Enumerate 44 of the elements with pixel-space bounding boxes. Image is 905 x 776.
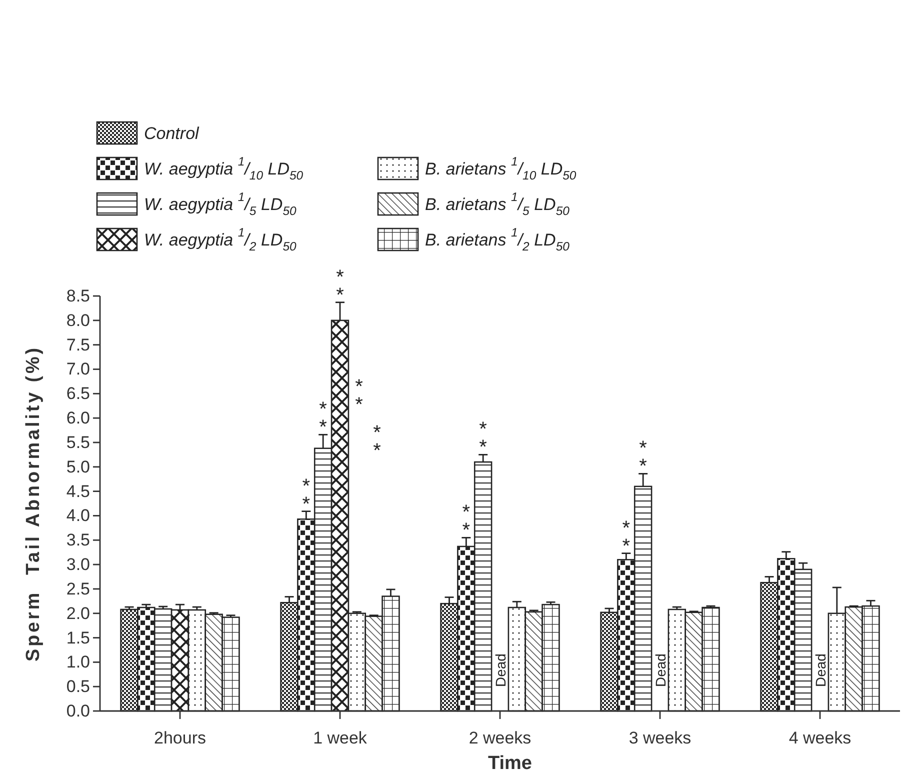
y-tick-label: 2.5 bbox=[66, 579, 90, 598]
y-tick-label: 3.0 bbox=[66, 555, 90, 574]
annotation: ** bbox=[355, 376, 364, 416]
data-label: ** bbox=[639, 438, 648, 478]
y-tick-label: 7.0 bbox=[66, 360, 90, 379]
data-label: ** bbox=[319, 398, 328, 439]
data-label: ** bbox=[302, 475, 310, 516]
data-label: ** bbox=[336, 266, 344, 306]
y-tick-label: 8.5 bbox=[66, 286, 90, 306]
y-tick-label: 4.5 bbox=[66, 482, 90, 501]
y-tick-label: 5.5 bbox=[66, 432, 90, 452]
y-tick-label: 7.5 bbox=[66, 335, 90, 354]
y-tick-label: 5.0 bbox=[66, 457, 90, 476]
y-tick-label: 1.0 bbox=[66, 652, 90, 672]
legend-label: B. arietans $^{1}$/$_{2}$ LD$_{50}$ bbox=[425, 226, 570, 254]
text: Dead bbox=[812, 654, 829, 687]
x-tick-label: 4 weeks bbox=[788, 728, 852, 748]
y-tick-label: 1.5 bbox=[66, 628, 90, 648]
text: Dead bbox=[652, 654, 669, 687]
x-tick-label: 1 week bbox=[313, 728, 368, 748]
y-tick-label: 8.0 bbox=[66, 310, 90, 330]
legend-label: W. aegyptia $^{1}$/$_{5}$ LD$_{50}$ bbox=[144, 190, 296, 218]
y-tick-label: 6.5 bbox=[66, 384, 90, 404]
y-tick-label: 0.0 bbox=[66, 702, 90, 720]
y-tick-label: 2.0 bbox=[66, 604, 90, 623]
annotation: ** bbox=[373, 422, 382, 462]
y-tick-label: 4.0 bbox=[66, 506, 90, 526]
data-label: ** bbox=[622, 517, 630, 558]
legend-label: B. arietans $^{1}$/$_{10}$ LD$_{50}$ bbox=[425, 154, 576, 182]
y-axis-title: Sperm Tail Abnormality (%) bbox=[22, 345, 44, 662]
x-tick-label: 2 weeks bbox=[468, 728, 532, 748]
text: Dead bbox=[492, 654, 509, 687]
x-tick-label: 2hours bbox=[154, 728, 206, 748]
y-tick-label: 3.5 bbox=[66, 530, 90, 550]
legend-label: Control bbox=[144, 124, 200, 142]
y-tick-label: 6.0 bbox=[66, 408, 90, 428]
legend-label: W. aegyptia $^{1}$/$_{2}$ LD$_{50}$ bbox=[144, 226, 296, 254]
legend-label: B. arietans $^{1}$/$_{5}$ LD$_{50}$ bbox=[425, 190, 570, 218]
data-label: ** bbox=[479, 418, 488, 459]
x-tick-label: 3 weeks bbox=[628, 728, 692, 748]
y-tick-label: 0.5 bbox=[66, 677, 90, 696]
x-axis-title: Time bbox=[488, 752, 532, 774]
legend-label: W. aegyptia $^{1}$/$_{10}$ LD$_{50}$ bbox=[144, 154, 304, 182]
data-label: ** bbox=[462, 502, 470, 542]
